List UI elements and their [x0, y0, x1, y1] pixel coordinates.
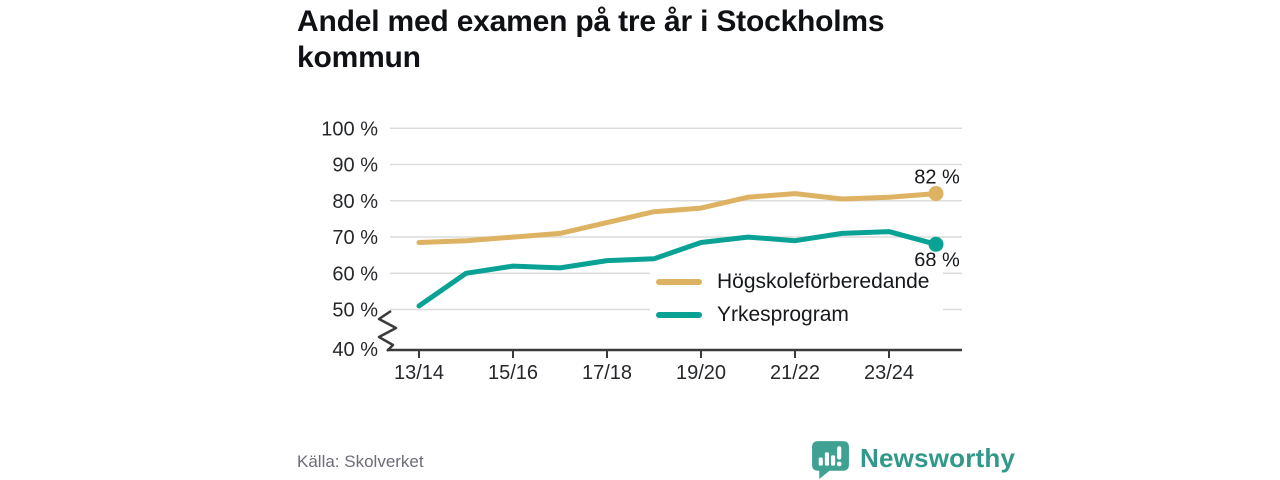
- axis-break-icon: [377, 309, 398, 352]
- y-axis-tick-label: 80 %: [332, 191, 378, 213]
- series-line-hogskoleforberedande: [416, 191, 939, 245]
- y-axis-tick-label: 60 %: [332, 263, 378, 285]
- series-end-label-hogskoleforberedande: 82 %: [914, 167, 960, 189]
- series-end-marker-yrkesprogram: [928, 236, 944, 252]
- legend-item-hogskoleforberedande: Högskoleförberedande: [656, 270, 929, 294]
- chart-legend: Högskoleförberedande Yrkesprogram: [650, 266, 944, 333]
- legend-label: Yrkesprogram: [717, 303, 849, 326]
- newsworthy-wordmark: Newsworthy: [860, 443, 1016, 473]
- chart-title-line-2: kommun: [297, 41, 421, 74]
- x-axis-tick-label: 21/22: [770, 362, 820, 384]
- chart-title-line-1: Andel med examen på tre år i Stockholms: [297, 5, 885, 38]
- legend-item-yrkesprogram: Yrkesprogram: [656, 303, 929, 327]
- newsworthy-logo-icon: [812, 441, 849, 479]
- legend-swatch-hogskoleforberedande-icon: [656, 279, 702, 285]
- newsworthy-brand: Newsworthy: [810, 438, 1015, 479]
- y-axis-tick-label: 70 %: [332, 227, 378, 249]
- legend-swatch-yrkesprogram-icon: [656, 312, 702, 318]
- y-axis-tick-label: 40 %: [332, 339, 378, 361]
- x-axis-tick-label: 13/14: [394, 362, 444, 384]
- x-axis-tick-label: 17/18: [582, 362, 632, 384]
- series-end-label-yrkesprogram: 68 %: [914, 249, 960, 271]
- y-axis-tick-label: 90 %: [332, 155, 378, 177]
- chart-title: Andel med examen på tre år i Stockholms …: [297, 4, 997, 76]
- source-note: Källa: Skolverket: [297, 452, 424, 471]
- series-end-marker-hogskoleforberedande: [928, 186, 944, 202]
- series-line-yrkesprogram: [416, 229, 939, 309]
- legend-label: Högskoleförberedande: [717, 270, 930, 293]
- x-axis-tick-label: 23/24: [864, 362, 914, 384]
- y-axis-tick-label: 50 %: [332, 300, 378, 322]
- x-axis-tick-label: 15/16: [488, 362, 538, 384]
- x-axis-tick-label: 19/20: [676, 362, 726, 384]
- y-axis-tick-label: 100 %: [321, 118, 378, 140]
